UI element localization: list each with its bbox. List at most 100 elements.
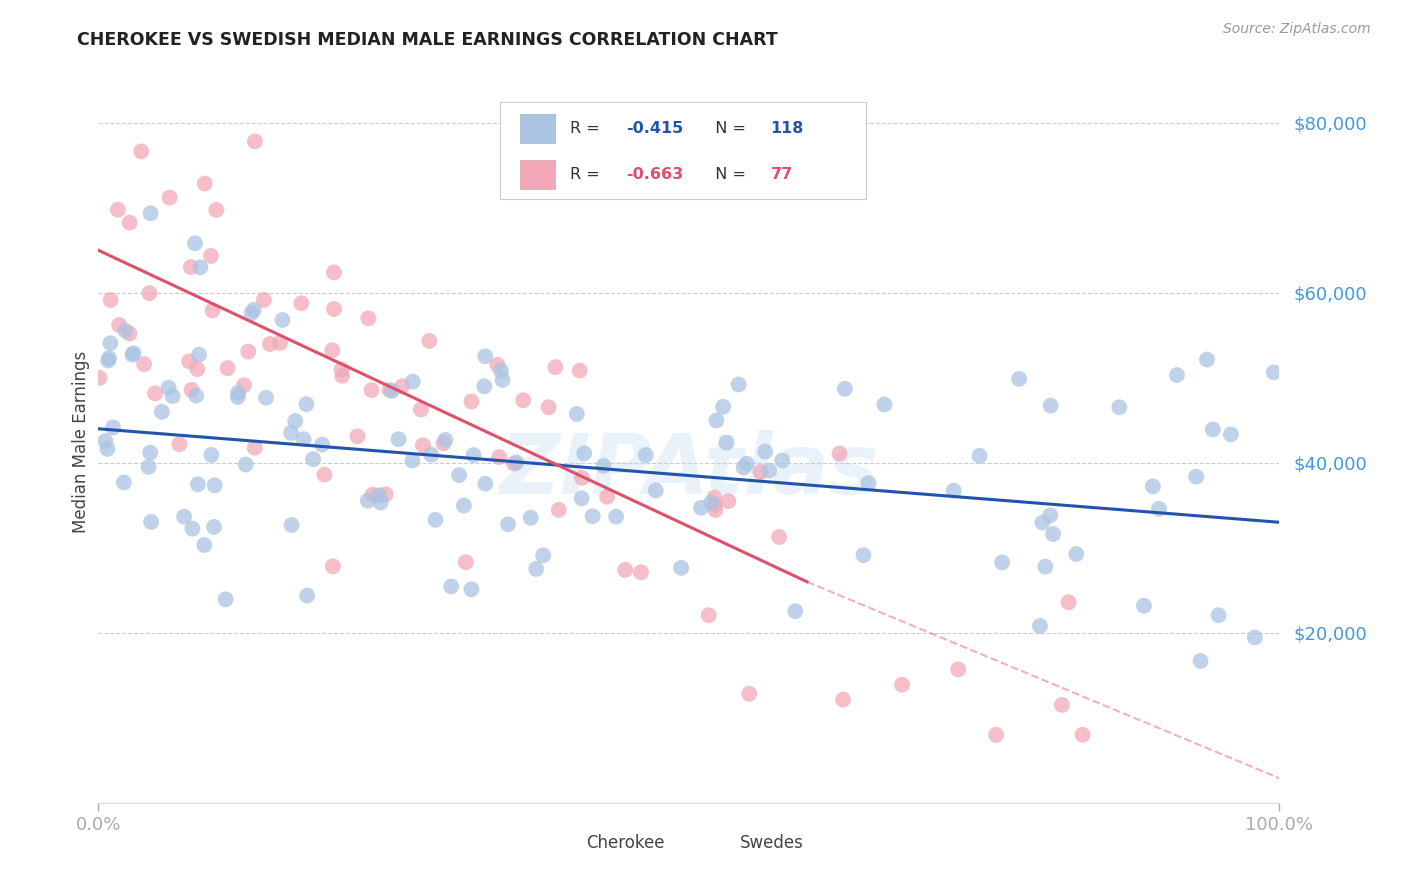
Point	[706, 413, 728, 427]
Point	[1263, 365, 1285, 379]
Point	[357, 493, 380, 508]
Point	[614, 563, 637, 577]
Point	[524, 562, 547, 576]
Point	[605, 509, 627, 524]
Point	[571, 471, 593, 485]
Point	[259, 337, 281, 351]
Point	[269, 335, 291, 350]
Point	[1219, 427, 1241, 442]
Point	[94, 434, 117, 449]
Point	[194, 177, 217, 191]
Point	[873, 398, 896, 412]
Y-axis label: Median Male Earnings: Median Male Earnings	[72, 351, 90, 533]
Point	[434, 433, 457, 447]
Point	[1185, 469, 1208, 483]
Point	[101, 420, 124, 434]
Point	[984, 728, 1007, 742]
Point	[129, 145, 152, 159]
Point	[401, 453, 423, 467]
Text: N =: N =	[706, 167, 752, 182]
Point	[370, 495, 392, 509]
Point	[141, 515, 163, 529]
Point	[243, 302, 266, 317]
Point	[768, 530, 790, 544]
Point	[425, 513, 447, 527]
Point	[491, 373, 513, 387]
Text: Source: ZipAtlas.com: Source: ZipAtlas.com	[1223, 22, 1371, 37]
Point	[716, 435, 738, 450]
Point	[89, 371, 111, 385]
Point	[634, 448, 657, 462]
Point	[159, 190, 181, 204]
Point	[96, 442, 118, 456]
Point	[179, 354, 201, 368]
Point	[381, 384, 404, 398]
Point	[1039, 508, 1062, 523]
Point	[733, 460, 755, 475]
Point	[292, 432, 315, 446]
Point	[505, 455, 527, 469]
Point	[1189, 654, 1212, 668]
Point	[453, 499, 475, 513]
Point	[361, 488, 384, 502]
Point	[758, 464, 780, 478]
Point	[1064, 547, 1087, 561]
Point	[321, 343, 343, 358]
Point	[1108, 401, 1130, 415]
Point	[991, 556, 1014, 570]
Point	[121, 348, 143, 362]
Point	[98, 351, 121, 366]
Point	[238, 344, 260, 359]
Point	[852, 548, 875, 562]
Point	[323, 265, 346, 279]
Point	[169, 437, 191, 451]
Point	[828, 446, 851, 460]
Bar	[553, 831, 579, 854]
Point	[574, 446, 596, 460]
Point	[322, 559, 344, 574]
Point	[503, 457, 526, 471]
Point	[418, 334, 440, 348]
Point	[472, 379, 495, 393]
Point	[297, 589, 319, 603]
Point	[204, 478, 226, 492]
Point	[519, 510, 541, 524]
Point	[412, 438, 434, 452]
Point	[235, 458, 257, 472]
Point	[323, 301, 346, 316]
Point	[138, 286, 160, 301]
Point	[1031, 516, 1053, 530]
Text: N =: N =	[706, 121, 752, 136]
Text: CHEROKEE VS SWEDISH MEDIAN MALE EARNINGS CORRELATION CHART: CHEROKEE VS SWEDISH MEDIAN MALE EARNINGS…	[77, 31, 778, 49]
Point	[454, 555, 477, 569]
Point	[738, 687, 761, 701]
Point	[735, 457, 758, 471]
Point	[1029, 619, 1052, 633]
Point	[311, 437, 333, 451]
Point	[280, 425, 302, 440]
Point	[114, 323, 136, 337]
Point	[200, 448, 222, 462]
Point	[138, 459, 160, 474]
Point	[217, 361, 239, 376]
Point	[253, 293, 276, 307]
Point	[302, 452, 325, 467]
Point	[697, 608, 720, 623]
Point	[432, 436, 454, 450]
Point	[181, 522, 204, 536]
Point	[460, 394, 482, 409]
Point	[749, 465, 772, 479]
Point	[571, 491, 593, 506]
Point	[1142, 479, 1164, 493]
Point	[150, 405, 173, 419]
Point	[360, 383, 382, 397]
Point	[378, 383, 401, 397]
Point	[330, 362, 353, 376]
Point	[1050, 698, 1073, 712]
Point	[402, 375, 425, 389]
Text: -0.663: -0.663	[626, 167, 683, 182]
Point	[180, 383, 202, 397]
Point	[834, 382, 856, 396]
Point	[1042, 527, 1064, 541]
Point	[201, 303, 224, 318]
